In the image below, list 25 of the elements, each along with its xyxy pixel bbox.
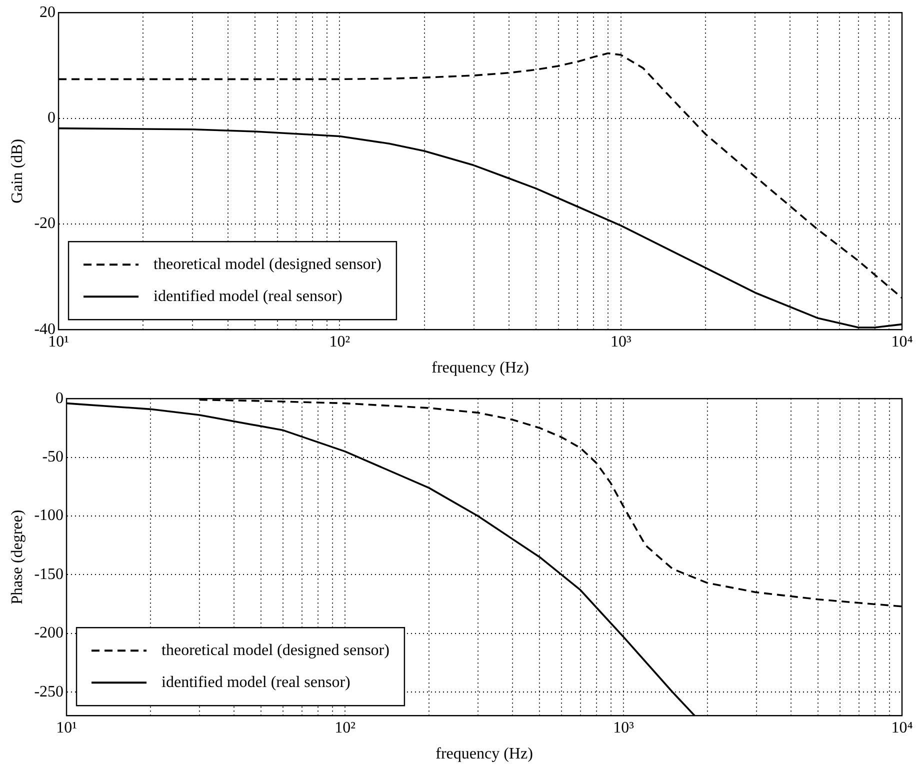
y-axis-title: Gain (dB) xyxy=(8,138,26,204)
y-tick-label: 20 xyxy=(40,4,56,21)
y-tick-label: -20 xyxy=(34,215,56,232)
x-tick-label: 10³ xyxy=(613,719,634,736)
y-tick-label: -100 xyxy=(34,507,64,524)
x-tick-label: 10¹ xyxy=(48,333,70,350)
x-tick-label: 10² xyxy=(334,719,356,736)
y-tick-label: 0 xyxy=(56,390,64,407)
x-tick-label: 10³ xyxy=(610,333,632,350)
y-tick-label: -200 xyxy=(34,624,64,642)
x-tick-label: 10⁴ xyxy=(891,719,914,736)
x-tick-label: 10⁴ xyxy=(891,333,914,350)
x-tick-label: 10² xyxy=(329,333,350,350)
x-axis-title: frequency (Hz) xyxy=(432,360,529,377)
legend-label: identified model (real sensor) xyxy=(162,674,350,691)
legend-label: theoretical model (designed sensor) xyxy=(154,256,382,273)
legend-label: identified model (real sensor) xyxy=(154,288,342,305)
y-tick-label: -150 xyxy=(34,566,64,583)
y-tick-label: 0 xyxy=(48,109,56,126)
y-tick-label: -250 xyxy=(34,683,64,700)
x-axis-title: frequency (Hz) xyxy=(436,746,533,763)
y-axis-title: Phase (degree) xyxy=(8,510,26,604)
x-tick-label: 10¹ xyxy=(56,719,78,736)
legend-label: theoretical model (designed sensor) xyxy=(162,642,390,659)
y-tick-label: -50 xyxy=(42,448,64,466)
